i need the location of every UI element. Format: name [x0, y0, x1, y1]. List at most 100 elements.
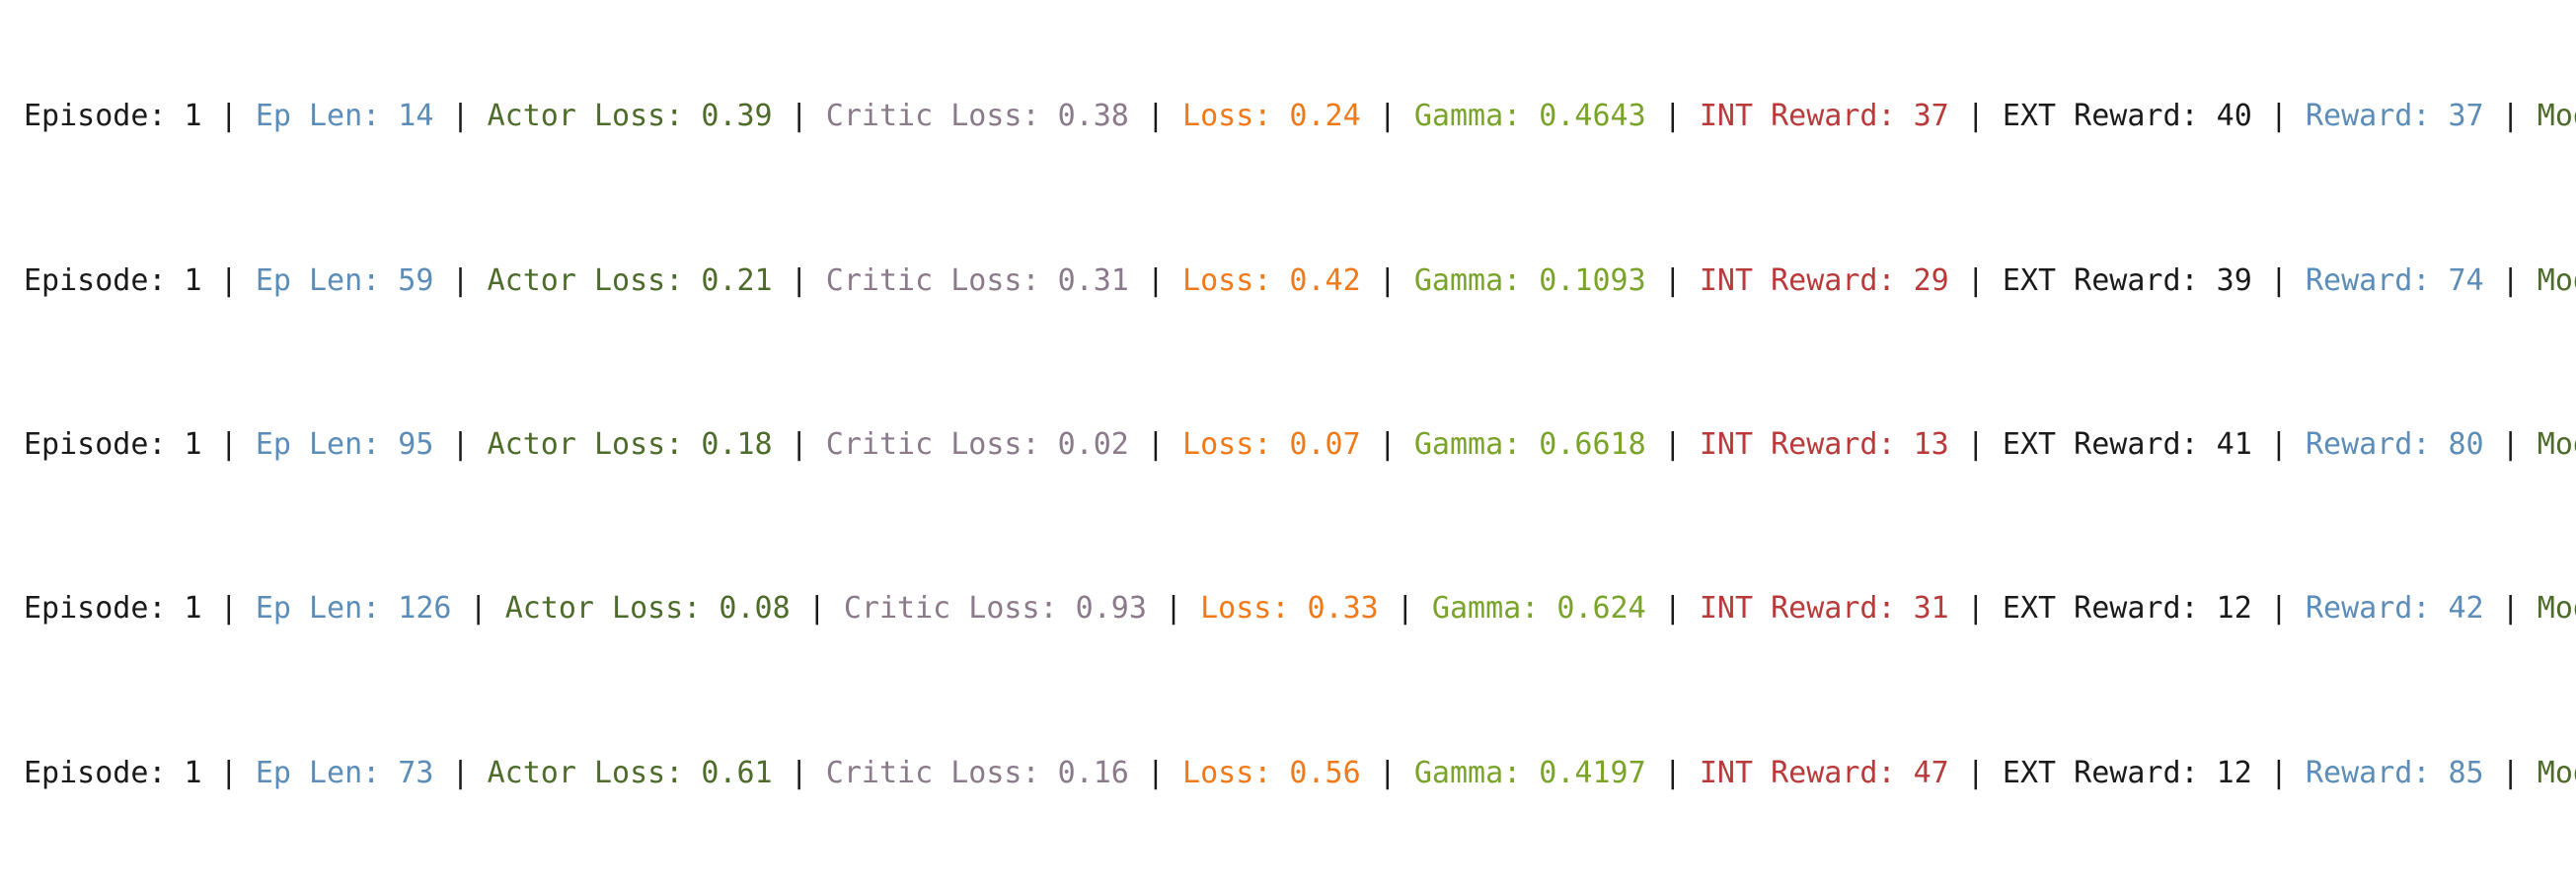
- ep-len-field: Ep Len: 59: [255, 262, 434, 298]
- log-line: Episode: 1 | Ep Len: 126 | Actor Loss: 0…: [24, 588, 2576, 629]
- gamma-field: Gamma: 0.4197: [1413, 755, 1646, 790]
- separator: |: [1396, 591, 1414, 627]
- loss-field: Loss: 0.56: [1182, 755, 1361, 790]
- reward-field: Reward: 80: [2305, 426, 2484, 462]
- ep-len-field: Ep Len: 95: [255, 426, 434, 462]
- ext-reward-field: EXT Reward: 41: [2002, 426, 2252, 462]
- episode-field: Episode: 1: [24, 591, 202, 627]
- separator: |: [1966, 262, 1985, 298]
- ep-len-field: Ep Len: 73: [255, 755, 434, 790]
- separator: |: [2269, 591, 2288, 627]
- actor-loss-field: Actor Loss: 0.18: [487, 426, 773, 462]
- ext-reward-field: EXT Reward: 40: [2002, 99, 2252, 134]
- separator: |: [451, 262, 470, 298]
- separator: |: [1378, 755, 1397, 790]
- separator: |: [790, 262, 808, 298]
- loss-field: Loss: 0.33: [1200, 591, 1379, 627]
- loss-field: Loss: 0.07: [1182, 426, 1361, 462]
- int-reward-field: INT Reward: 31: [1699, 591, 1949, 627]
- separator: |: [1966, 755, 1985, 790]
- separator: |: [1663, 262, 1682, 298]
- separator: |: [219, 426, 238, 462]
- actor-loss-field: Actor Loss: 0.39: [487, 99, 773, 134]
- episode-field: Episode: 1: [24, 426, 202, 462]
- episode-field: Episode: 1: [24, 262, 202, 298]
- int-reward-field: INT Reward: 29: [1699, 262, 1949, 298]
- log-line: Episode: 1 | Ep Len: 73 | Actor Loss: 0.…: [24, 753, 2576, 794]
- separator: |: [2269, 262, 2288, 298]
- separator: |: [1663, 99, 1682, 134]
- critic-loss-field: Critic Loss: 0.93: [843, 591, 1147, 627]
- log-line: Episode: 1 | Ep Len: 14 | Actor Loss: 0.…: [24, 96, 2576, 137]
- mode-field: Mode: Explore: [2537, 99, 2576, 134]
- gamma-field: Gamma: 0.624: [1431, 591, 1646, 627]
- separator: |: [807, 591, 826, 627]
- reward-field: Reward: 74: [2305, 262, 2484, 298]
- gamma-field: Gamma: 0.4643: [1413, 99, 1646, 134]
- separator: |: [2269, 755, 2288, 790]
- log-line: Episode: 1 | Ep Len: 59 | Actor Loss: 0.…: [24, 260, 2576, 302]
- actor-loss-field: Actor Loss: 0.21: [487, 262, 773, 298]
- separator: |: [790, 755, 808, 790]
- mode-field: Mode: Explore: [2537, 426, 2576, 462]
- separator: |: [1378, 426, 1397, 462]
- reward-field: Reward: 85: [2305, 755, 2484, 790]
- critic-loss-field: Critic Loss: 0.02: [825, 426, 1129, 462]
- separator: |: [1378, 99, 1397, 134]
- separator: |: [1663, 755, 1682, 790]
- separator: |: [1146, 426, 1165, 462]
- mode-field: Mode: Exploit: [2537, 755, 2576, 790]
- ep-len-field: Ep Len: 126: [255, 591, 452, 627]
- ext-reward-field: EXT Reward: 39: [2002, 262, 2252, 298]
- separator: |: [469, 591, 488, 627]
- separator: |: [1966, 99, 1985, 134]
- separator: |: [1966, 591, 1985, 627]
- episode-field: Episode: 1: [24, 99, 202, 134]
- critic-loss-field: Critic Loss: 0.31: [825, 262, 1129, 298]
- separator: |: [219, 591, 238, 627]
- mode-field: Mode: Exploit: [2537, 262, 2576, 298]
- separator: |: [1146, 99, 1165, 134]
- separator: |: [2501, 591, 2520, 627]
- critic-loss-field: Critic Loss: 0.16: [825, 755, 1129, 790]
- int-reward-field: INT Reward: 37: [1699, 99, 1949, 134]
- reward-field: Reward: 42: [2305, 591, 2484, 627]
- gamma-field: Gamma: 0.1093: [1413, 262, 1646, 298]
- separator: |: [2501, 262, 2520, 298]
- separator: |: [790, 99, 808, 134]
- separator: |: [219, 262, 238, 298]
- loss-field: Loss: 0.42: [1182, 262, 1361, 298]
- separator: |: [790, 426, 808, 462]
- ep-len-field: Ep Len: 14: [255, 99, 434, 134]
- separator: |: [1164, 591, 1183, 627]
- log-line: Episode: 1 | Ep Len: 95 | Actor Loss: 0.…: [24, 424, 2576, 466]
- separator: |: [1663, 426, 1682, 462]
- separator: |: [2501, 426, 2520, 462]
- loss-field: Loss: 0.24: [1182, 99, 1361, 134]
- separator: |: [1378, 262, 1397, 298]
- actor-loss-field: Actor Loss: 0.61: [487, 755, 773, 790]
- separator: |: [2269, 426, 2288, 462]
- int-reward-field: INT Reward: 47: [1699, 755, 1949, 790]
- separator: |: [451, 99, 470, 134]
- separator: |: [1966, 426, 1985, 462]
- separator: |: [1663, 591, 1682, 627]
- reward-field: Reward: 37: [2305, 99, 2484, 134]
- ext-reward-field: EXT Reward: 12: [2002, 755, 2252, 790]
- separator: |: [451, 426, 470, 462]
- separator: |: [1146, 262, 1165, 298]
- separator: |: [2501, 755, 2520, 790]
- episode-field: Episode: 1: [24, 755, 202, 790]
- int-reward-field: INT Reward: 13: [1699, 426, 1949, 462]
- separator: |: [219, 99, 238, 134]
- critic-loss-field: Critic Loss: 0.38: [825, 99, 1129, 134]
- mode-field: Mode: Explore: [2537, 591, 2576, 627]
- separator: |: [2501, 99, 2520, 134]
- actor-loss-field: Actor Loss: 0.08: [504, 591, 791, 627]
- training-log: Episode: 1 | Ep Len: 14 | Actor Loss: 0.…: [24, 14, 2576, 888]
- separator: |: [1146, 755, 1165, 790]
- separator: |: [451, 755, 470, 790]
- gamma-field: Gamma: 0.6618: [1413, 426, 1646, 462]
- ext-reward-field: EXT Reward: 12: [2002, 591, 2252, 627]
- separator: |: [219, 755, 238, 790]
